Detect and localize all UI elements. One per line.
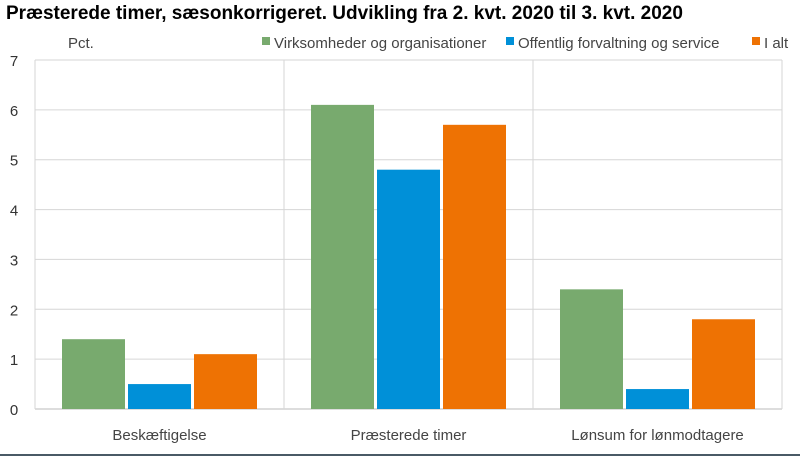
legend-swatch — [752, 37, 760, 45]
y-axis-label: Pct. — [68, 35, 94, 52]
x-category-label: Præsterede timer — [351, 427, 467, 444]
x-category-label: Beskæftigelse — [112, 427, 206, 444]
bar — [692, 319, 755, 409]
y-tick-label: 6 — [10, 103, 18, 120]
legend-label: I alt — [764, 35, 789, 52]
bar — [128, 384, 191, 409]
bottom-divider — [0, 454, 800, 456]
bar — [377, 169, 440, 409]
legend-swatch — [506, 37, 514, 45]
bar — [626, 389, 689, 409]
legend-label: Virksomheder og organisationer — [274, 35, 486, 52]
bar — [560, 289, 623, 409]
y-tick-label: 4 — [10, 203, 18, 220]
x-category-label: Lønsum for lønmodtagere — [571, 427, 744, 444]
bar — [443, 124, 506, 410]
bar — [62, 339, 125, 409]
y-tick-label: 3 — [10, 252, 18, 269]
chart-title: Præsterede timer, sæsonkorrigeret. Udvik… — [6, 3, 683, 24]
y-tick-label: 2 — [10, 302, 18, 319]
legend-label: Offentlig forvaltning og service — [518, 35, 720, 52]
y-tick-label: 1 — [10, 352, 18, 369]
y-tick-label: 5 — [10, 153, 18, 170]
y-tick-label: 7 — [10, 53, 18, 70]
legend-swatch — [262, 37, 270, 45]
bar — [311, 104, 374, 409]
y-tick-label: 0 — [10, 402, 18, 419]
bar — [194, 354, 257, 409]
